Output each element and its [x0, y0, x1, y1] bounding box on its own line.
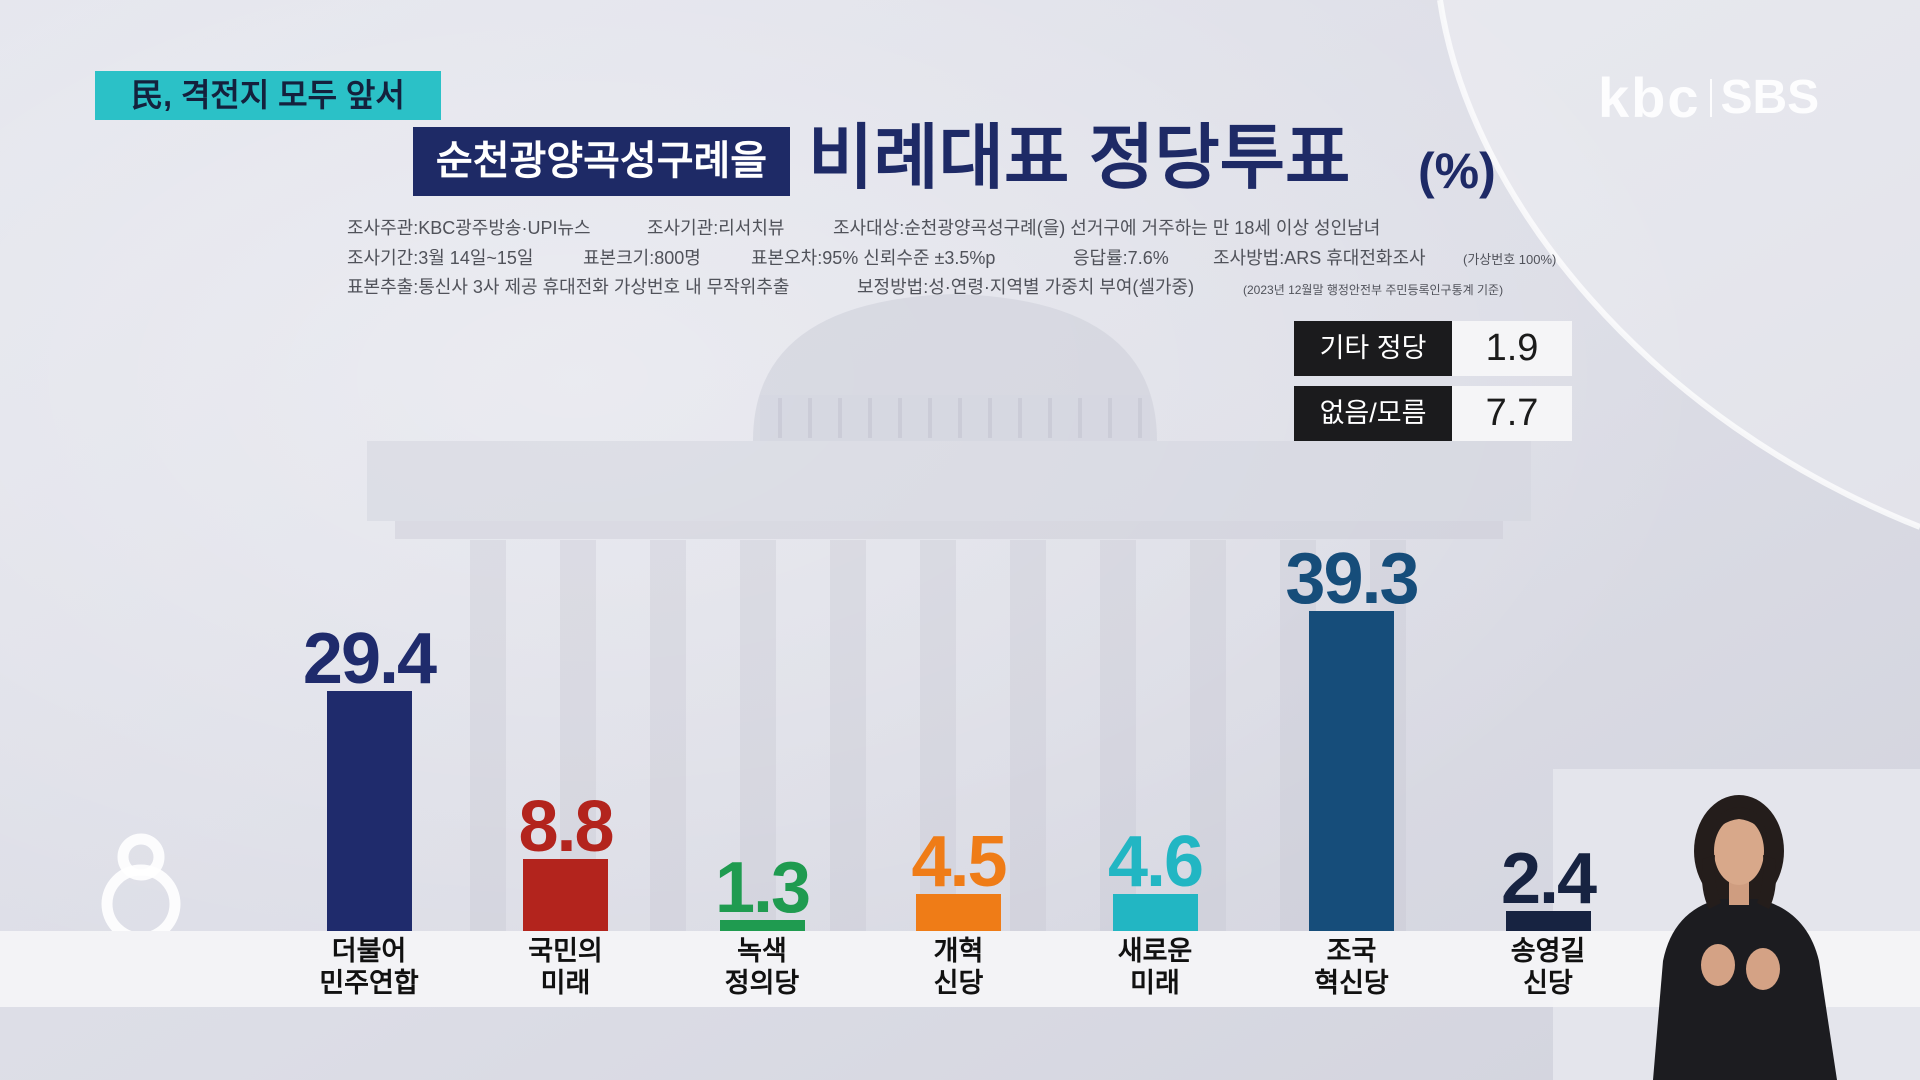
- category-label-4: 개혁 신당: [933, 936, 984, 998]
- bar-6: [1309, 610, 1394, 931]
- survey-response-rate: 응답률:7.6%: [1073, 248, 1169, 268]
- survey-sampling: 표본추출:통신사 3사 제공 휴대전화 가상번호 내 무작위추출: [347, 277, 790, 297]
- channel-8-logo: [101, 833, 181, 931]
- bar-5: [1112, 893, 1198, 931]
- bar-4: [916, 894, 1001, 931]
- survey-agency: 조사기관:리서치뷰: [647, 218, 785, 238]
- none-unknown-value: 7.7: [1452, 386, 1572, 441]
- bar-value-label-1: 29.4: [302, 619, 437, 700]
- other-parties-row: 기타 정당 1.9: [1294, 321, 1572, 376]
- bar-value-label-7: 2.4: [1500, 839, 1597, 920]
- category-label-5: 새로운 미래: [1117, 936, 1193, 998]
- survey-weighting: 보정방법:성·연령·지역별 가중치 부여(셀가중): [857, 277, 1195, 297]
- category-label-6: 조국 혁신당: [1314, 936, 1389, 998]
- none-unknown-row: 없음/모름 7.7: [1294, 386, 1572, 441]
- bar-value-label-6: 39.3: [1285, 538, 1419, 619]
- bar-2: [523, 859, 608, 931]
- bar-7: [1505, 911, 1591, 931]
- survey-margin-of-error: 표본오차:95% 신뢰수준 ±3.5%p: [751, 248, 996, 268]
- bar-1: [326, 691, 412, 931]
- broadcaster-logo: kbc SBS: [1598, 66, 1820, 129]
- survey-sponsor: 조사주관:KBC광주방송·UPI뉴스: [347, 218, 591, 238]
- survey-weighting-note: (2023년 12월말 행정안전부 주민등록인구통계 기준): [1243, 283, 1504, 297]
- district-label: 순천광양곡성구례을: [413, 127, 790, 196]
- survey-method: 조사방법:ARS 휴대전화조사: [1213, 248, 1426, 268]
- unit-label: (%): [1418, 143, 1496, 199]
- bar-value-label-4: 4.5: [911, 822, 1007, 903]
- bar-value-label-5: 4.6: [1107, 821, 1204, 902]
- survey-sample-size: 표본크기:800명: [583, 248, 701, 268]
- category-label-7: 송영길 신당: [1510, 936, 1586, 998]
- headline-badge: 民, 격전지 모두 앞서: [95, 71, 441, 120]
- bar-3: [719, 920, 805, 931]
- chart-title: 비례대표 정당투표: [808, 119, 1351, 198]
- category-label-1: 더불어 민주연합: [319, 936, 419, 998]
- category-label-2: 국민의 미래: [528, 936, 603, 998]
- bar-value-label-3: 1.3: [714, 848, 811, 929]
- none-unknown-label: 없음/모름: [1294, 386, 1452, 441]
- survey-target: 조사대상:순천광양곡성구례(을) 선거구에 거주하는 만 18세 이상 성인남녀: [833, 218, 1381, 238]
- other-parties-label: 기타 정당: [1294, 321, 1452, 376]
- survey-period: 조사기간:3월 14일~15일: [347, 248, 534, 268]
- category-label-3: 녹색 정의당: [724, 936, 800, 998]
- kbc-logo-text: kbc: [1598, 66, 1701, 129]
- survey-method-note: (가상번호 100%): [1463, 252, 1557, 267]
- bar-value-label-2: 8.8: [518, 787, 614, 868]
- sbs-logo-text: SBS: [1720, 71, 1820, 124]
- category-label-band: [0, 931, 1920, 1007]
- sign-language-interpreter-video: [1653, 795, 1837, 1080]
- other-parties-value: 1.9: [1452, 321, 1572, 376]
- logo-divider: [1709, 79, 1712, 117]
